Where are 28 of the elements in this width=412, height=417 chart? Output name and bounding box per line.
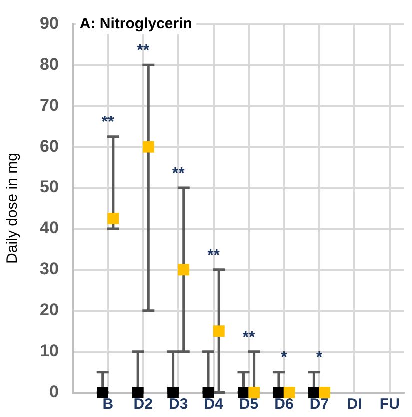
y-tick-label: 0 [49,382,59,402]
annotation: * [281,350,288,367]
y-tick-label: 50 [40,178,59,197]
chart-title: A: Nitroglycerin [80,15,192,32]
x-tick-label: B [102,396,114,413]
annotation: ** [242,329,256,346]
annotation: ** [172,165,186,182]
y-tick-label: 20 [40,300,59,320]
annotation: * [316,350,324,367]
x-tick-label: D7 [310,396,330,413]
y-tick-label: 30 [40,260,59,279]
annotation: ** [208,247,221,264]
y-tick-label: 40 [40,218,59,238]
x-tick-label: D3 [168,396,188,413]
y-tick-label: 90 [40,14,59,33]
annotation: ** [137,42,150,60]
x-tick-label: D5 [239,396,259,413]
y-tick-label: 10 [40,342,59,361]
y-tick-label: 70 [40,96,59,115]
y-axis-title: Daily dose in mg [4,153,22,264]
x-tick-label: D2 [134,396,153,413]
x-tick-label: D6 [274,396,294,413]
x-tick-label: D4 [204,396,224,413]
annotation: ** [102,114,116,132]
y-tick-label: 80 [40,54,59,74]
y-tick-label: 60 [40,136,59,156]
x-tick-label: DI [347,396,362,413]
x-tick-label: FU [380,396,400,413]
